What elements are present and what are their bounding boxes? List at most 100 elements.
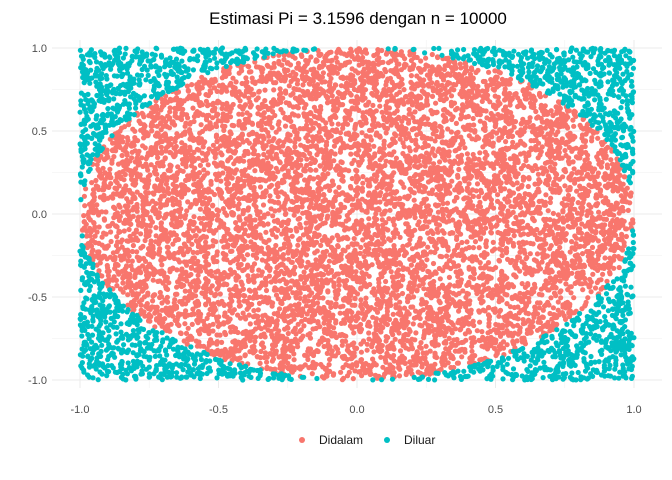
point-didalam: [215, 268, 221, 274]
point-didalam: [507, 304, 513, 310]
point-didalam: [318, 361, 324, 368]
point-didalam: [278, 189, 285, 195]
point-didalam: [334, 59, 340, 65]
point-didalam: [392, 336, 398, 342]
point-didalam: [346, 348, 352, 354]
point-didalam: [485, 260, 492, 266]
point-didalam: [401, 87, 407, 93]
point-didalam: [143, 233, 149, 239]
point-didalam: [513, 91, 519, 97]
point-didalam: [440, 112, 446, 118]
point-didalam: [589, 244, 596, 250]
point-didalam: [446, 274, 452, 280]
point-didalam: [293, 104, 299, 110]
point-didalam: [616, 210, 622, 216]
point-didalam: [200, 144, 206, 150]
point-didalam: [317, 52, 323, 59]
point-didalam: [340, 122, 346, 128]
point-didalam: [596, 209, 602, 215]
point-didalam: [235, 196, 242, 202]
point-didalam: [189, 321, 195, 327]
point-didalam: [428, 208, 434, 214]
point-didalam: [568, 177, 574, 183]
point-didalam: [182, 321, 188, 327]
point-didalam: [417, 358, 423, 364]
point-didalam: [393, 295, 399, 301]
point-didalam: [469, 348, 475, 354]
point-didalam: [278, 90, 284, 96]
point-didalam: [492, 104, 498, 110]
point-didalam: [442, 106, 448, 113]
point-didalam: [92, 224, 98, 230]
point-didalam: [240, 310, 246, 316]
point-didalam: [444, 253, 450, 259]
point-didalam: [385, 334, 391, 341]
point-didalam: [439, 130, 445, 136]
point-didalam: [298, 157, 304, 163]
point-didalam: [187, 281, 193, 287]
point-didalam: [164, 211, 170, 217]
point-didalam: [283, 353, 289, 359]
point-didalam: [406, 145, 412, 151]
point-didalam: [284, 324, 290, 330]
point-didalam: [99, 234, 105, 240]
point-didalam: [240, 208, 246, 214]
point-didalam: [150, 277, 156, 283]
point-didalam: [242, 238, 248, 244]
point-didalam: [359, 207, 365, 213]
point-didalam: [548, 143, 554, 149]
point-didalam: [391, 320, 397, 327]
point-didalam: [595, 170, 602, 176]
point-didalam: [558, 295, 564, 301]
point-didalam: [464, 151, 470, 157]
point-didalam: [499, 268, 505, 274]
point-didalam: [453, 73, 459, 79]
point-didalam: [103, 209, 109, 215]
point-didalam: [190, 249, 196, 255]
point-didalam: [159, 262, 165, 268]
point-didalam: [545, 208, 551, 214]
point-didalam: [441, 230, 447, 236]
point-didalam: [531, 257, 538, 263]
point-didalam: [499, 325, 505, 331]
point-didalam: [515, 304, 521, 310]
point-didalam: [496, 309, 502, 315]
point-didalam: [541, 216, 547, 222]
point-didalam: [280, 311, 286, 317]
point-didalam: [499, 252, 505, 259]
point-didalam: [322, 79, 328, 85]
point-didalam: [462, 145, 468, 151]
point-didalam: [504, 248, 510, 254]
point-didalam: [559, 310, 566, 316]
point-didalam: [310, 138, 316, 144]
point-didalam: [424, 204, 430, 210]
point-didalam: [484, 152, 490, 158]
point-didalam: [274, 182, 280, 188]
point-didalam: [456, 308, 462, 314]
point-didalam: [375, 50, 381, 56]
point-didalam: [401, 184, 407, 190]
point-didalam: [243, 75, 249, 81]
point-didalam: [562, 183, 568, 189]
point-didalam: [260, 202, 267, 208]
point-didalam: [402, 249, 408, 255]
point-didalam: [337, 304, 343, 310]
point-didalam: [369, 236, 375, 242]
point-didalam: [353, 318, 359, 324]
point-didalam: [244, 264, 250, 270]
point-didalam: [233, 277, 239, 283]
point-didalam: [585, 295, 591, 301]
point-didalam: [487, 221, 493, 228]
point-didalam: [623, 226, 629, 232]
point-didalam: [603, 195, 609, 201]
point-didalam: [539, 144, 545, 150]
point-didalam: [201, 167, 207, 173]
point-didalam: [331, 143, 337, 149]
point-didalam: [398, 179, 404, 185]
point-didalam: [414, 73, 420, 79]
point-didalam: [474, 181, 481, 187]
point-didalam: [218, 178, 224, 184]
point-didalam: [110, 195, 116, 201]
point-didalam: [290, 290, 296, 296]
point-didalam: [404, 310, 410, 316]
